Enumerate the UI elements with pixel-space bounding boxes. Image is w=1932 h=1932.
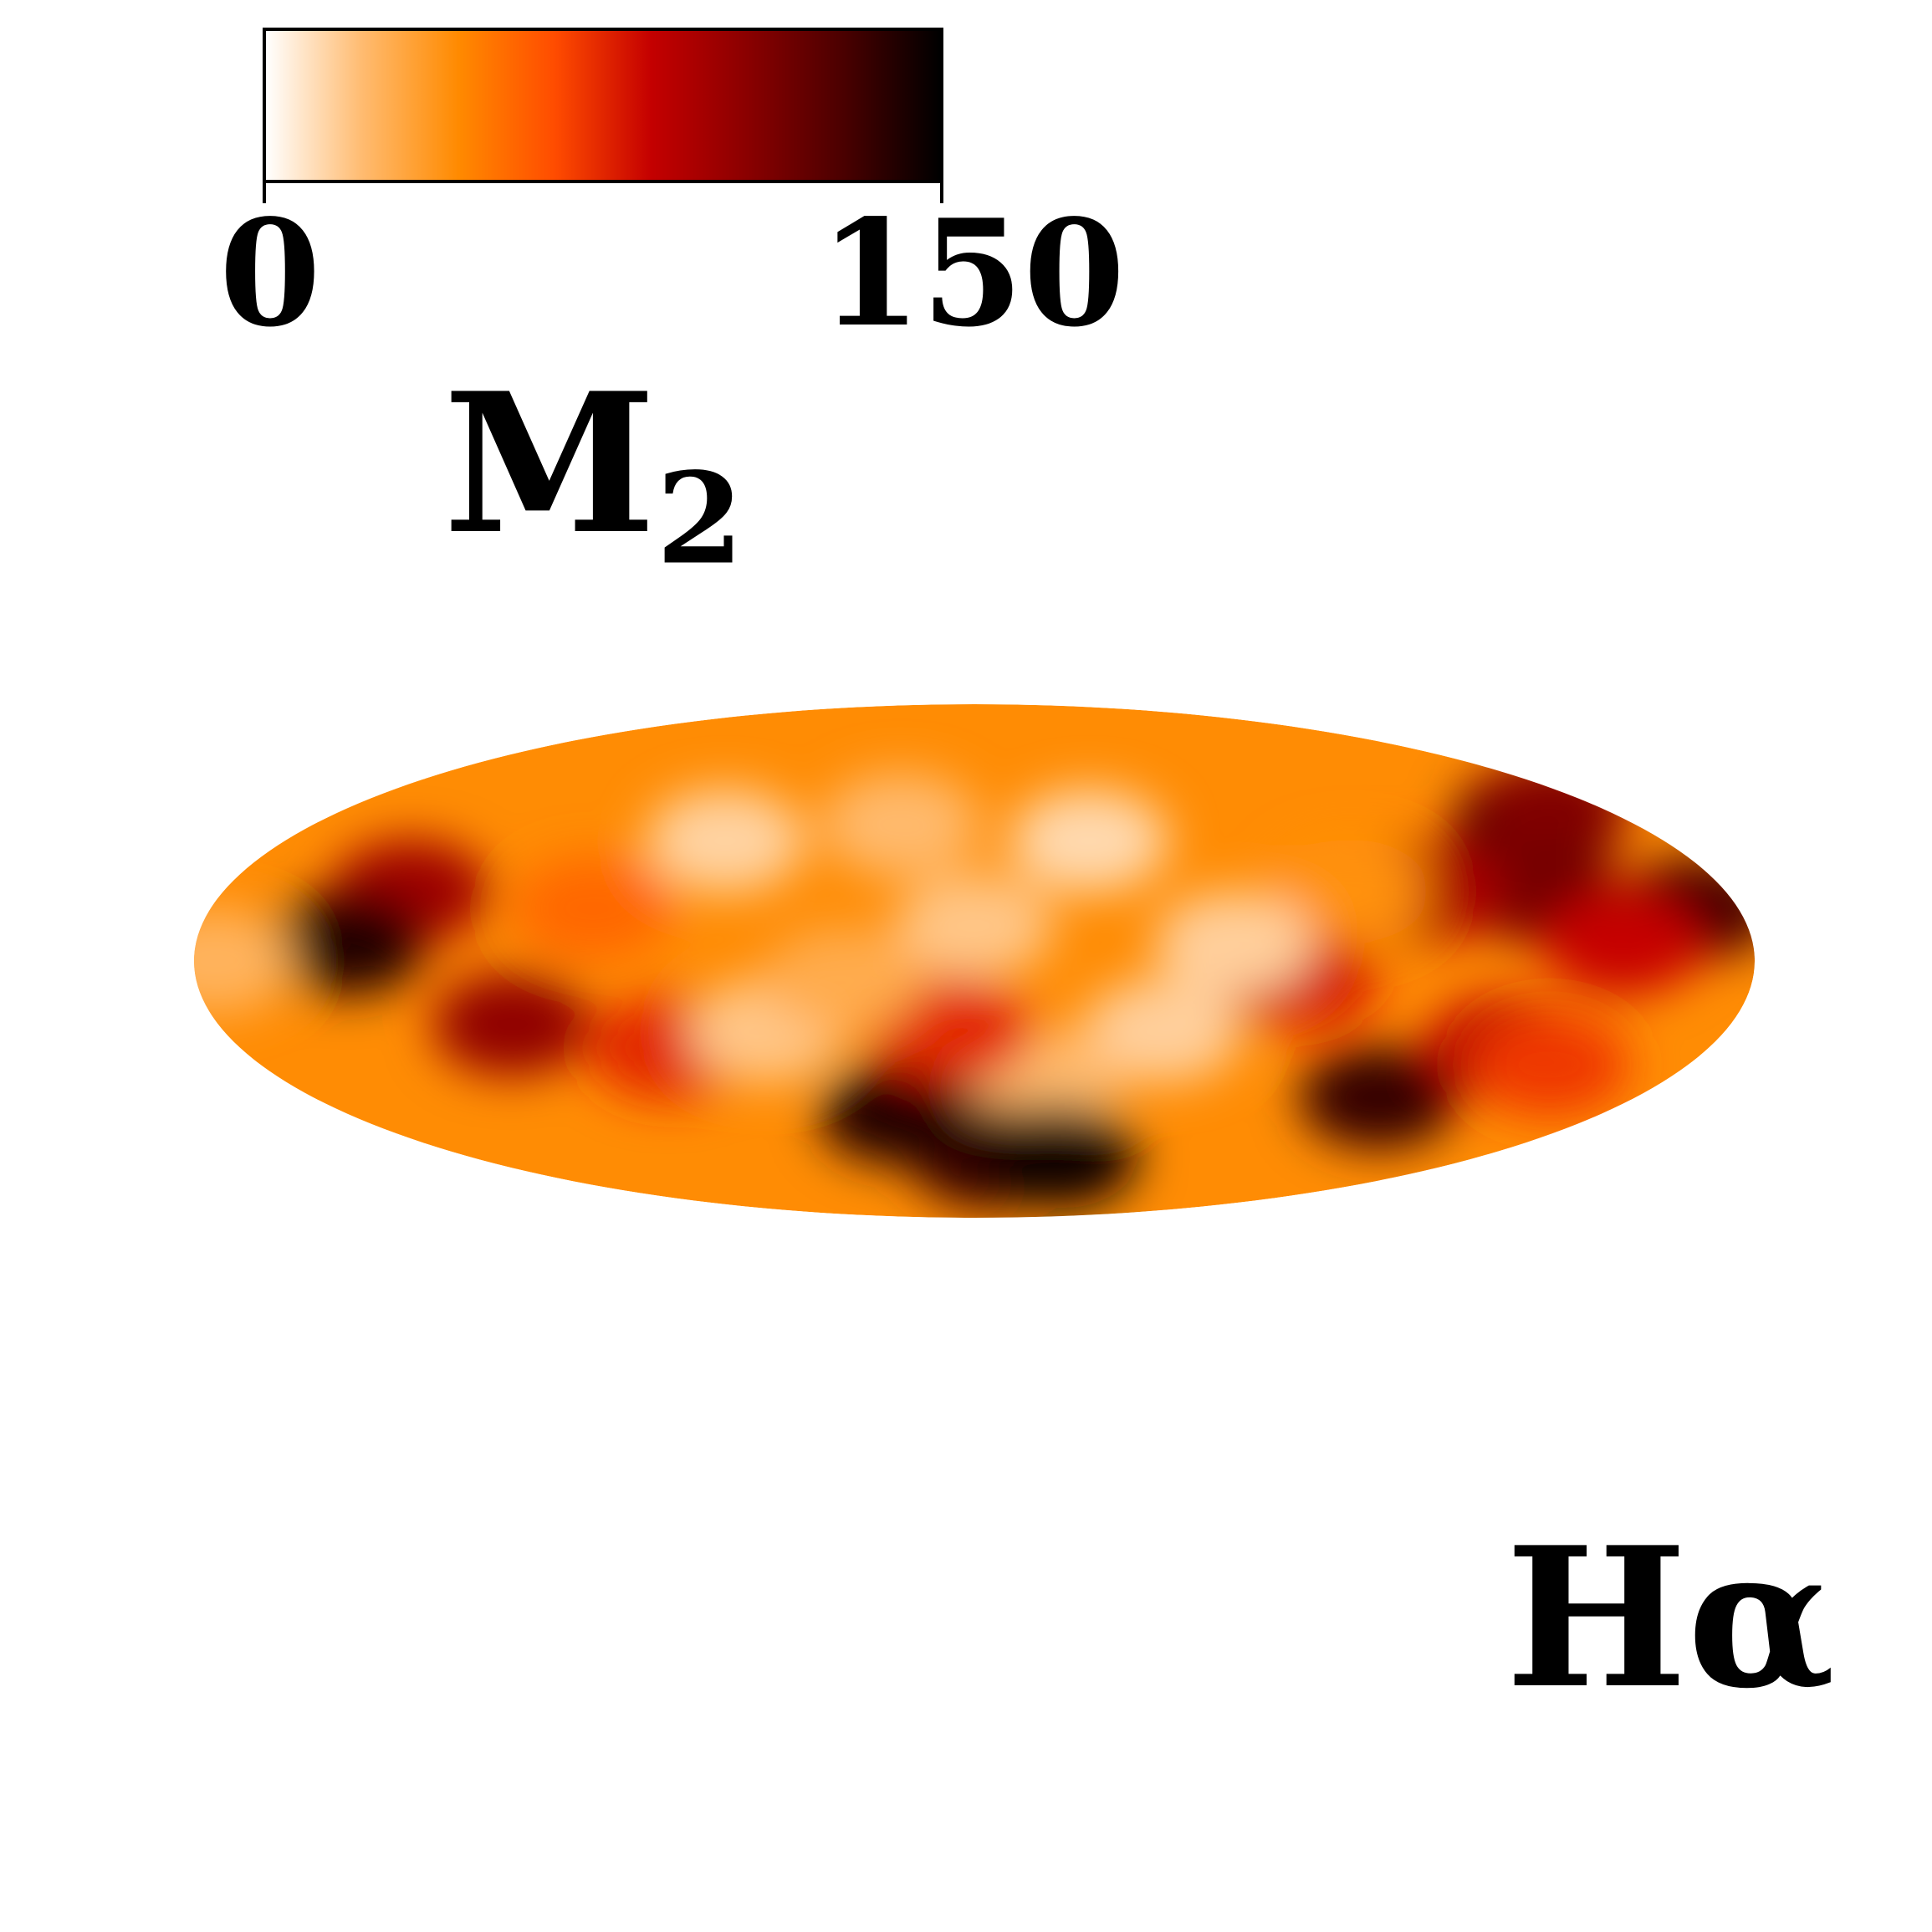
colorbar-tick-max xyxy=(940,183,943,203)
colorbar-max-label: 150 xyxy=(820,188,1126,360)
emission-region-11 xyxy=(821,773,981,877)
emission-region-9 xyxy=(1154,892,1314,995)
colorbar xyxy=(263,28,943,183)
emission-region-16 xyxy=(432,972,592,1076)
band-label: Hα xyxy=(1505,1505,1836,1731)
emission-region-19 xyxy=(1082,979,1242,1083)
quantity-subscript: 2 xyxy=(656,445,744,593)
quantity-label: M2 xyxy=(443,368,744,582)
emission-region-12 xyxy=(646,789,805,893)
emission-region-24 xyxy=(874,979,1034,1083)
emission-region-22 xyxy=(979,1105,1138,1209)
emission-region-23 xyxy=(818,1061,978,1165)
emission-region-8 xyxy=(1009,789,1169,893)
colorbar-tick-min xyxy=(263,183,266,203)
emission-region-18 xyxy=(194,909,295,1013)
emission-region-13 xyxy=(513,856,672,961)
emission-region-25 xyxy=(1299,1045,1459,1149)
colorbar-min-label: 0 xyxy=(219,188,321,360)
emission-region-27 xyxy=(1469,1013,1629,1117)
emission-region-28 xyxy=(1543,892,1703,995)
emission-region-30 xyxy=(764,927,924,1030)
sky-map-emission xyxy=(194,757,1755,1209)
quantity-main: M xyxy=(443,351,657,577)
emission-region-10 xyxy=(895,874,1054,978)
emission-region-7 xyxy=(1270,839,1429,943)
emission-region-15 xyxy=(268,892,427,995)
